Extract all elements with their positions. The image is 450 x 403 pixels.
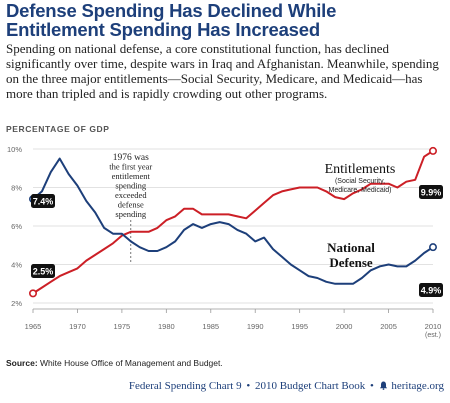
annotation-line-3: entitlement <box>112 171 151 181</box>
y-tick-label: 2% <box>11 299 22 308</box>
defense-line <box>32 157 434 285</box>
y-axis-caption: PERCENTAGE OF GDP <box>6 124 110 134</box>
defense-end-marker <box>428 243 437 252</box>
annotation-line-5: exceeded <box>115 190 147 200</box>
entitlements-sublabel-2: Medicare, Medicaid) <box>328 187 391 194</box>
x-tick-label: 2010 <box>425 322 442 331</box>
chart-title: Defense Spending Has Declined While Enti… <box>6 1 446 39</box>
y-tick-labels: 2% 4% 6% 8% 10% <box>7 145 22 308</box>
defense-series-label-1: National <box>327 240 375 255</box>
entitlements-end-label-box <box>419 185 443 199</box>
footer-separator-2: • <box>370 380 374 392</box>
chart-subtitle: Spending on national defense, a core con… <box>6 41 439 101</box>
defense-series-label-2: Defense <box>329 255 373 270</box>
y-tick-label: 10% <box>7 145 22 154</box>
footer-separator: • <box>246 380 251 392</box>
footer-chart-name: Federal Spending Chart 9 <box>128 380 242 392</box>
entitlements-end-marker <box>428 146 437 155</box>
x-tick-labels: 1965 1970 1975 1980 1985 1990 1995 2000 2005 2010… <box>25 309 442 339</box>
footer-site-link[interactable]: heritage.org <box>391 380 444 392</box>
entitlements-start-marker <box>28 289 37 298</box>
footer: Federal Spending Chart 9 • 2010 Budget C… <box>129 380 444 392</box>
x-tick-label: 1965 <box>25 322 42 331</box>
y-tick-label: 4% <box>11 261 22 270</box>
annotation-line-6: defense <box>118 200 144 210</box>
y-tick-label: 8% <box>11 184 22 193</box>
defense-start-label: 7.4% <box>33 197 54 207</box>
x-tick-label: 1980 <box>158 322 175 331</box>
x-tick-label: 1995 <box>291 322 308 331</box>
chart-title-line2: Entitlement Spending Has Increased <box>6 19 320 40</box>
y-tick-label: 6% <box>11 222 22 231</box>
source-text: White House Office of Management and Bud… <box>40 358 223 368</box>
entitlements-end-label: 9.9% <box>421 188 442 198</box>
source-note: Source: White House Office of Management… <box>6 358 223 368</box>
x-tick-label: 1985 <box>202 322 219 331</box>
defense-end-label: 4.9% <box>421 286 442 296</box>
x-tick-label: 2000 <box>336 322 353 331</box>
x-tick-label: 1990 <box>247 322 264 331</box>
annotation-line-4: spending <box>115 181 146 191</box>
x-tick-label: 1975 <box>114 322 131 331</box>
liberty-bell-icon <box>379 381 387 390</box>
x-tick-label: 2005 <box>380 322 397 331</box>
x-tick-label: 1970 <box>69 322 86 331</box>
entitlements-line <box>32 150 434 295</box>
entitlements-start-label: 2.5% <box>33 267 54 277</box>
x-tick-sub-label: (est.) <box>425 332 441 339</box>
annotation-line-7: spending <box>115 209 146 219</box>
annotation-line-2: the first year <box>109 162 152 172</box>
source-label: Source: <box>6 358 38 368</box>
defense-end-label-box <box>419 283 443 297</box>
entitlements-series-label: Entitlements <box>325 162 396 177</box>
entitlements-start-label-box <box>31 264 55 278</box>
annotation-line-1: 1976 was <box>113 153 149 163</box>
footer-book-name: 2010 Budget Chart Book <box>254 380 366 392</box>
series-labels: 2.5% 9.9% 7.4% 4.9% Entitlements(Social Secu… <box>31 162 443 297</box>
entitlements-sublabel-1: (Social Security, <box>335 178 385 185</box>
chart-title-line1: Defense Spending Has Declined While <box>6 0 337 21</box>
defense-start-label-box <box>31 194 55 208</box>
